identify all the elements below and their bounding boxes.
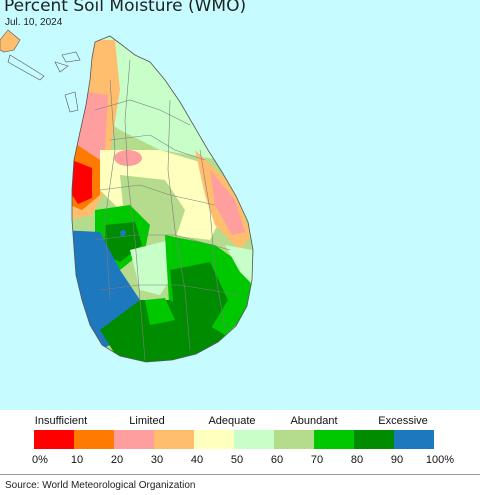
source-text: Source: World Meteorological Organizatio… [5, 480, 196, 491]
western-islet [64, 91, 79, 113]
legend-swatch [114, 430, 154, 449]
legend-tick: 90 [390, 454, 404, 466]
legend-swatch [234, 430, 274, 449]
sri-lanka-map-graphic [0, 29, 254, 363]
legend-tick: 60 [270, 454, 284, 466]
india-landmass [0, 29, 21, 53]
island-outline [71, 35, 254, 363]
legend-category-label: Abundant [290, 415, 338, 427]
northern-islet [61, 51, 81, 63]
legend-tick: 70 [310, 454, 324, 466]
legend-tick: 30 [150, 454, 164, 466]
legend-swatch [194, 430, 234, 449]
legend-category-label: Insufficient [34, 415, 88, 427]
legend-tick: 40 [190, 454, 204, 466]
soil-moisture-map: Percent Soil Moisture (WMO) Jul. 10, 202… [0, 0, 480, 410]
legend-category-label: Excessive [378, 415, 428, 427]
legend-swatch [274, 430, 314, 449]
legend-tick: 80 [350, 454, 364, 466]
legend-tick: 10 [70, 454, 84, 466]
legend-swatch [314, 430, 354, 449]
map-date: Jul. 10, 2024 [5, 17, 63, 28]
legend-tick: 20 [110, 454, 124, 466]
coastline-india [7, 54, 45, 81]
legend-category-label: Adequate [208, 415, 256, 427]
legend-swatch [34, 430, 74, 449]
legend-category-label: Limited [129, 415, 165, 427]
legend-tick: 50 [230, 454, 244, 466]
source-footer: Source: World Meteorological Organizatio… [0, 474, 480, 495]
legend-swatch [74, 430, 114, 449]
legend-tick: 100% [425, 454, 455, 466]
northern-islet [54, 61, 69, 73]
map-title: Percent Soil Moisture (WMO) [4, 0, 247, 16]
legend-swatch [154, 430, 194, 449]
legend-swatch [354, 430, 394, 449]
legend-tick: 0% [32, 454, 48, 466]
legend: Insufficient Limited Adequate Abundant E… [0, 410, 480, 474]
legend-swatch [394, 430, 434, 449]
